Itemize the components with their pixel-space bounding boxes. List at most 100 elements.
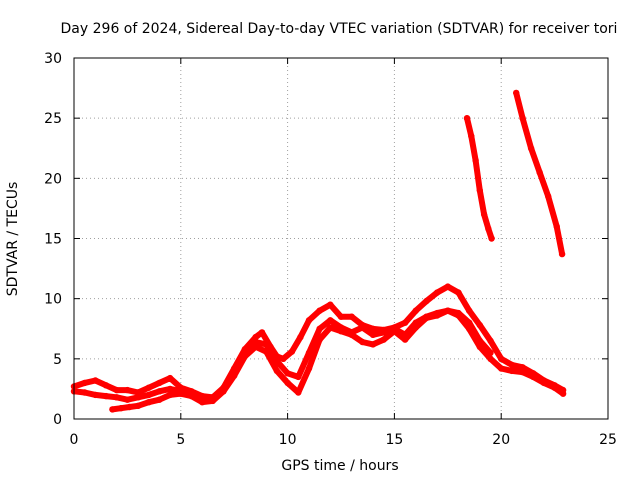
data-point bbox=[380, 336, 387, 343]
data-point bbox=[145, 399, 152, 406]
data-point bbox=[284, 370, 291, 377]
data-point bbox=[220, 388, 227, 395]
data-point bbox=[258, 329, 266, 336]
data-point bbox=[508, 361, 516, 369]
data-point bbox=[401, 319, 409, 326]
data-point bbox=[117, 405, 125, 412]
data-point bbox=[209, 397, 216, 405]
data-point bbox=[156, 379, 163, 387]
data-point bbox=[327, 324, 334, 331]
x-axis-label: GPS time / hours bbox=[281, 458, 398, 474]
data-point bbox=[551, 384, 558, 391]
data-point bbox=[359, 338, 366, 346]
data-point bbox=[92, 377, 99, 384]
data-point bbox=[455, 289, 462, 296]
data-point bbox=[113, 394, 120, 401]
data-point bbox=[423, 314, 430, 322]
data-point bbox=[327, 301, 334, 308]
data-point bbox=[305, 349, 313, 356]
data-point bbox=[156, 388, 163, 395]
x-tick-label: 0 bbox=[70, 432, 79, 448]
data-point bbox=[252, 338, 259, 346]
series-layer bbox=[70, 89, 567, 413]
data-point bbox=[559, 390, 567, 397]
data-point bbox=[199, 399, 206, 406]
data-point bbox=[540, 379, 548, 387]
data-point bbox=[476, 337, 483, 344]
data-point bbox=[487, 337, 494, 344]
y-tick-label: 5 bbox=[53, 352, 62, 368]
data-point bbox=[545, 193, 552, 200]
data-point bbox=[126, 403, 133, 411]
data-point bbox=[476, 187, 483, 194]
data-point bbox=[81, 379, 88, 387]
data-point bbox=[145, 384, 152, 391]
data-point bbox=[480, 211, 488, 218]
data-point bbox=[316, 325, 323, 332]
data-point bbox=[305, 317, 313, 324]
data-point bbox=[519, 364, 526, 371]
data-point bbox=[423, 297, 430, 305]
data-point bbox=[295, 373, 302, 381]
data-point bbox=[297, 334, 304, 341]
data-point bbox=[536, 169, 543, 176]
data-point bbox=[284, 379, 291, 387]
data-point bbox=[476, 321, 483, 329]
data-point bbox=[124, 386, 131, 394]
grid bbox=[74, 58, 608, 419]
data-point bbox=[102, 392, 110, 400]
data-point bbox=[359, 324, 366, 331]
data-point bbox=[295, 389, 302, 396]
data-point bbox=[231, 372, 238, 379]
data-point bbox=[188, 392, 195, 400]
data-point bbox=[487, 349, 494, 356]
data-point bbox=[263, 348, 270, 355]
data-point bbox=[166, 385, 174, 393]
y-tick-labels: 0 5 10 15 20 25 30 bbox=[44, 51, 62, 428]
x-tick-label: 5 bbox=[176, 432, 185, 448]
data-point bbox=[102, 382, 110, 389]
axis-ticks bbox=[73, 57, 609, 420]
data-point bbox=[488, 235, 495, 242]
data-point bbox=[145, 391, 152, 399]
y-tick-label: 10 bbox=[44, 292, 62, 308]
data-point bbox=[305, 365, 313, 372]
data-point bbox=[177, 390, 184, 397]
data-point bbox=[166, 391, 174, 399]
data-point bbox=[81, 389, 88, 396]
data-point bbox=[288, 348, 296, 355]
data-point bbox=[498, 355, 505, 362]
data-point bbox=[391, 328, 398, 335]
data-point bbox=[527, 145, 535, 152]
data-point bbox=[472, 157, 479, 164]
data-point bbox=[337, 328, 345, 335]
data-point bbox=[369, 341, 377, 348]
data-point bbox=[263, 341, 270, 348]
y-axis-label: SDTVAR / TECUs bbox=[5, 182, 21, 297]
data-point bbox=[558, 250, 566, 258]
y-tick-label: 25 bbox=[44, 111, 62, 127]
data-point bbox=[412, 307, 419, 314]
data-point bbox=[241, 353, 249, 360]
data-point bbox=[316, 307, 323, 314]
data-point bbox=[433, 312, 441, 319]
data-point bbox=[455, 309, 462, 317]
data-point bbox=[487, 355, 494, 362]
data-point bbox=[327, 317, 334, 324]
y-tick-label: 0 bbox=[53, 412, 62, 428]
data-point bbox=[466, 319, 473, 326]
x-tick-label: 10 bbox=[279, 432, 297, 448]
data-point bbox=[401, 336, 409, 343]
data-point bbox=[124, 396, 131, 403]
y-tick-label: 15 bbox=[44, 232, 62, 248]
x-tick-label: 25 bbox=[599, 432, 617, 448]
data-point bbox=[348, 331, 355, 338]
data-point bbox=[252, 343, 259, 350]
data-point bbox=[380, 329, 387, 336]
data-point bbox=[337, 313, 345, 320]
data-point bbox=[273, 367, 281, 375]
data-point bbox=[444, 307, 451, 314]
data-point bbox=[412, 324, 419, 331]
